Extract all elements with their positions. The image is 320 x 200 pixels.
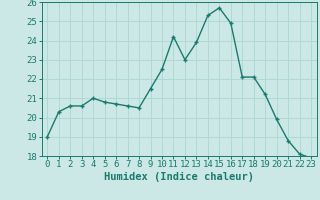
- X-axis label: Humidex (Indice chaleur): Humidex (Indice chaleur): [104, 172, 254, 182]
